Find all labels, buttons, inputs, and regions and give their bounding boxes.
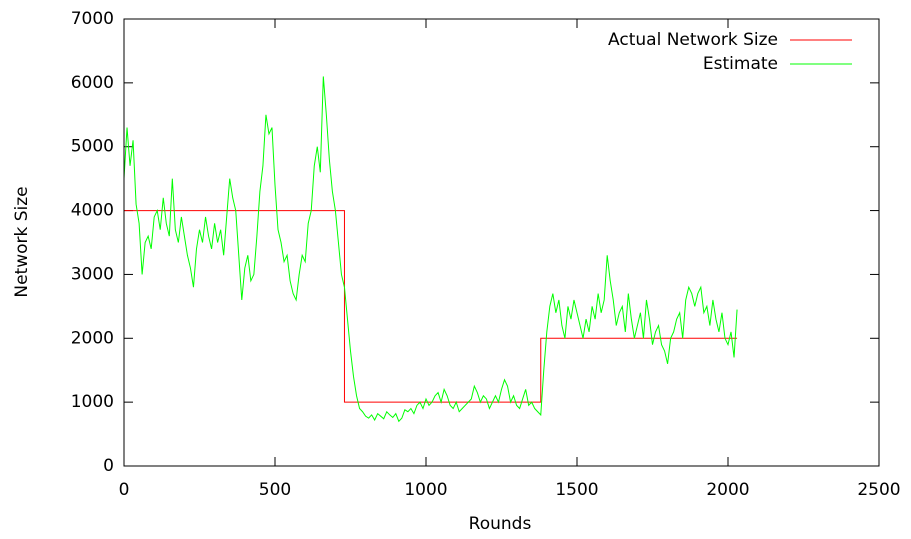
plot-border	[123, 18, 880, 467]
legend-label: Estimate	[703, 54, 778, 74]
x-tick-label: 2000	[706, 480, 749, 500]
y-tick-label: 4000	[71, 201, 114, 221]
y-tick-label: 0	[103, 456, 114, 476]
y-tick-label: 2000	[71, 328, 114, 348]
legend-label: Actual Network Size	[608, 30, 778, 50]
y-tick-label: 1000	[71, 392, 114, 412]
x-tick-label: 1500	[555, 480, 598, 500]
y-tick-label: 3000	[71, 264, 114, 284]
x-tick-label: 500	[259, 480, 291, 500]
data-line	[124, 210, 738, 403]
x-tick-label: 0	[119, 480, 130, 500]
x-axis-label: Rounds	[469, 514, 532, 534]
y-tick-label: 7000	[71, 9, 114, 29]
x-tick-label: 1000	[404, 480, 447, 500]
y-tick-label: 6000	[71, 73, 114, 93]
y-axis-label: Network Size	[12, 186, 32, 297]
x-tick-label: 2500	[857, 480, 900, 500]
data-line	[123, 76, 738, 423]
y-tick-label: 5000	[71, 137, 114, 157]
